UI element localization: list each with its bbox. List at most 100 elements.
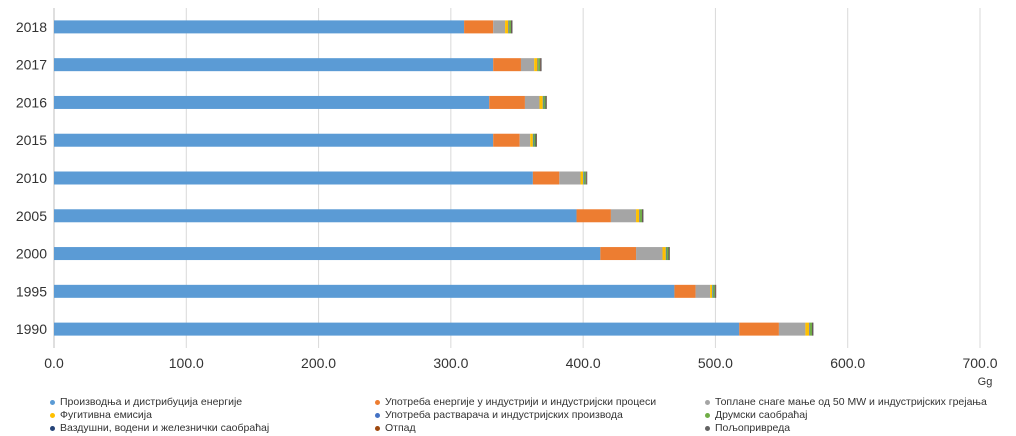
bar-segment: [505, 20, 509, 34]
legend-swatch: [50, 412, 55, 418]
bar-segment: [546, 95, 547, 109]
bar-segment: [665, 247, 667, 261]
bar-segment: [585, 171, 587, 185]
legend-item: Производња и дистрибуција енергије: [50, 395, 242, 409]
y-category-label: 2018: [16, 19, 47, 35]
bar-segment: [535, 133, 537, 147]
bar-segment: [54, 20, 465, 34]
legend-item: Друмски саобраћај: [705, 408, 807, 422]
bar-segment: [533, 133, 536, 147]
bar-segment: [576, 209, 611, 223]
bar-segment: [464, 20, 494, 34]
legend-swatch: [50, 399, 55, 405]
bar-segment: [778, 322, 806, 336]
bar-segment: [542, 95, 544, 109]
bar-segment: [600, 247, 637, 261]
bar-segment: [54, 209, 577, 223]
x-tick-label: 300.0: [433, 355, 468, 371]
legend-label: Употреба енергије у индустрији и индустр…: [385, 396, 657, 408]
bar-segment: [536, 133, 537, 147]
bar-segment: [636, 209, 640, 223]
bar-segment: [586, 171, 587, 185]
bar-segment: [534, 58, 538, 72]
x-axis-labels: 0.0 100.0 200.0 300.0 400.0 500.0 600.0 700.0: [44, 355, 997, 371]
y-category-label: 1995: [16, 283, 47, 299]
bar-segment: [636, 247, 663, 261]
bar-segment: [580, 171, 584, 185]
bar-segment: [812, 322, 814, 336]
legend-item: Фугитивна емисија: [50, 408, 152, 422]
bar-segment: [540, 58, 541, 72]
bar-segment: [559, 171, 581, 185]
bar-segment: [662, 247, 666, 261]
bar-segment: [810, 322, 812, 336]
legend-label: Употреба растварача и индустријских прои…: [385, 409, 623, 421]
bar-segment: [640, 209, 643, 223]
bar-segment: [642, 209, 643, 223]
bar-segment: [54, 284, 675, 298]
x-tick-label: 500.0: [698, 355, 733, 371]
bar-segment: [54, 171, 533, 185]
x-tick-label: 100.0: [169, 355, 204, 371]
bar-segment: [583, 171, 584, 185]
legend-label: Ваздушни, водени и железнички саобраћај: [60, 422, 270, 434]
bar-segment: [508, 20, 510, 34]
y-category-label: 2015: [16, 132, 47, 148]
bar-segment: [509, 20, 512, 34]
legend-swatch: [375, 399, 380, 405]
y-category-label: 2010: [16, 170, 47, 186]
legend-item: Пољопривреда: [705, 421, 790, 435]
bar-segment: [54, 247, 601, 261]
legend-label: Топлане снаге мање од 50 MW и индустријс…: [715, 396, 987, 408]
bar-segment: [639, 209, 641, 223]
bar-segment: [739, 322, 779, 336]
y-category-label: 1990: [16, 321, 47, 337]
legend-swatch: [375, 425, 380, 431]
x-tick-label: 200.0: [301, 355, 336, 371]
legend-label: Производња и дистрибуција енергије: [60, 396, 243, 408]
x-tick-label: 700.0: [962, 355, 997, 371]
bar-segment: [543, 95, 546, 109]
legend-swatch: [50, 425, 55, 431]
legend-swatch: [705, 412, 710, 418]
bar-segment: [519, 133, 531, 147]
bar-segment: [668, 247, 669, 261]
x-tick-label: 600.0: [830, 355, 865, 371]
legend-item: Топлане снаге мање од 50 MW и индустријс…: [705, 395, 987, 409]
legend-swatch: [375, 412, 380, 418]
bar-segment: [511, 20, 512, 34]
legend-swatch: [705, 425, 710, 431]
bar-segment: [610, 209, 637, 223]
bar-segment: [712, 284, 715, 298]
bar-segment: [669, 247, 670, 261]
bar-segment: [493, 58, 521, 72]
bar-segment: [539, 95, 543, 109]
bar-segment: [710, 284, 713, 298]
legend-item: Ваздушни, водени и железнички саобраћај: [50, 421, 269, 435]
bar-segment: [642, 209, 643, 223]
bar-segment: [668, 247, 670, 261]
emissions-bar-chart: 2018 2017 2016 2015 2010 2005 2000 1995 1990 0.0…: [16, 8, 998, 388]
bar-segment: [642, 209, 644, 223]
bar-segment: [715, 284, 716, 298]
legend-item: Употреба енергије у индустрији и индустр…: [375, 395, 656, 409]
bar-segment: [489, 95, 525, 109]
y-category-label: 2017: [16, 57, 47, 73]
bar-segment: [712, 284, 713, 298]
bar-segment: [511, 20, 512, 34]
legend-item: Отпад: [375, 421, 416, 435]
legend-label: Отпад: [385, 422, 416, 434]
bar-segment: [538, 58, 541, 72]
bars: [54, 20, 814, 336]
bar-segment: [583, 171, 586, 185]
bar-segment: [811, 322, 813, 336]
bar-segment: [520, 58, 535, 72]
bar-segment: [695, 284, 711, 298]
bar-segment: [54, 95, 490, 109]
y-category-label: 2005: [16, 208, 47, 224]
bar-segment: [532, 171, 560, 185]
bar-segment: [493, 20, 506, 34]
legend-label: Пољопривреда: [715, 422, 791, 434]
bar-segment: [805, 322, 810, 336]
bar-segment: [493, 133, 520, 147]
